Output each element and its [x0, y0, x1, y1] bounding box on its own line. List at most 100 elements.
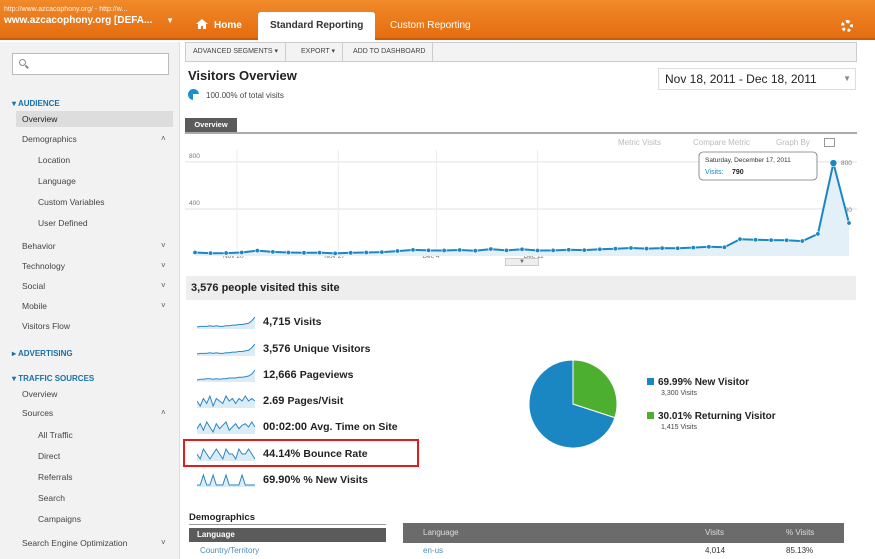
language-tab[interactable]: Language	[189, 528, 386, 542]
data-point[interactable]	[410, 247, 416, 253]
data-point[interactable]	[737, 236, 743, 242]
data-point[interactable]	[472, 248, 478, 254]
sidebar-item-demographics[interactable]: Demographics ˄	[22, 134, 166, 144]
data-point[interactable]	[675, 245, 681, 251]
sidebar-item-referrals[interactable]: Referrals	[38, 472, 72, 482]
data-point[interactable]	[597, 246, 603, 252]
chevron-down-icon[interactable]: ˅	[161, 241, 166, 250]
data-point[interactable]	[441, 247, 447, 253]
gear-icon[interactable]	[841, 20, 853, 32]
sidebar-item-mobile[interactable]: Mobile ˅	[22, 301, 166, 311]
data-point[interactable]	[332, 250, 338, 256]
data-point[interactable]	[799, 238, 805, 244]
data-point[interactable]	[628, 245, 634, 251]
col-visits[interactable]: Visits	[705, 528, 724, 537]
col-language[interactable]: Language	[423, 528, 459, 537]
data-point[interactable]	[690, 245, 696, 251]
sidebar-item-language[interactable]: Language	[38, 176, 76, 186]
tab-home[interactable]: Home	[184, 12, 254, 40]
data-point[interactable]	[394, 248, 400, 254]
add-to-dashboard-button[interactable]: ADD TO DASHBOARD	[346, 43, 434, 61]
data-point[interactable]	[753, 237, 759, 243]
pie-slice-returning-visitor[interactable]	[572, 359, 618, 419]
sidebar-item-social[interactable]: Social ˅	[22, 281, 166, 291]
data-point[interactable]	[301, 250, 307, 256]
chevron-up-icon[interactable]: ˄	[161, 134, 166, 143]
sidebar-item-search-engine-optimization[interactable]: Search Engine Optimization ˅	[22, 538, 166, 548]
data-point[interactable]	[829, 159, 838, 167]
sidebar-item-location[interactable]: Location	[38, 155, 70, 165]
data-point[interactable]	[503, 247, 509, 253]
data-point[interactable]	[270, 249, 276, 255]
metric-visits[interactable]: 4,715 Visits	[197, 313, 427, 333]
metric-bounce-rate[interactable]: 44.14% Bounce Rate	[197, 445, 427, 465]
account-selector[interactable]: http://www.azcacophony.org/ - http://w..…	[4, 6, 174, 36]
data-point[interactable]	[223, 250, 229, 256]
sidebar-item-traffic-sources[interactable]: ▾ TRAFFIC SOURCES	[12, 374, 94, 383]
data-point[interactable]	[519, 246, 525, 252]
data-point[interactable]	[644, 246, 650, 252]
sidebar-item-all-traffic[interactable]: All Traffic	[38, 430, 73, 440]
export-button[interactable]: EXPORT ▾	[294, 43, 343, 61]
data-point[interactable]	[566, 247, 572, 253]
sidebar-item-custom-variables[interactable]: Custom Variables	[38, 197, 104, 207]
col-percent-visits[interactable]: % Visits	[786, 528, 815, 537]
data-point[interactable]	[379, 249, 385, 255]
sidebar-item-overview[interactable]: Overview	[22, 389, 57, 399]
metric-unique-visitors[interactable]: 3,576 Unique Visitors	[197, 340, 427, 360]
sidebar-item-user-defined[interactable]: User Defined	[38, 218, 88, 228]
data-point[interactable]	[488, 246, 494, 252]
data-point[interactable]	[239, 249, 245, 255]
data-point[interactable]	[706, 244, 712, 250]
pie-slice-new-visitor[interactable]	[528, 359, 616, 449]
data-point[interactable]	[457, 247, 463, 253]
sidebar-item-sources[interactable]: Sources ˄	[22, 408, 166, 418]
sidebar-item-audience[interactable]: ▾ AUDIENCE	[12, 99, 60, 108]
metric--new-visits[interactable]: 69.90% % New Visits	[197, 471, 427, 491]
data-point[interactable]	[846, 220, 852, 226]
data-point[interactable]	[815, 231, 821, 237]
graph-by-control[interactable]: Graph By	[776, 138, 810, 147]
chevron-down-icon[interactable]: ˅	[161, 261, 166, 270]
chevron-down-icon[interactable]: ˅	[161, 538, 166, 547]
advanced-segments-button[interactable]: ADVANCED SEGMENTS ▾	[186, 43, 287, 61]
sidebar-item-overview[interactable]: Overview	[16, 111, 173, 127]
compare-metric-control[interactable]: Compare Metric	[693, 138, 750, 147]
data-point[interactable]	[721, 244, 727, 250]
chevron-down-icon[interactable]: ˅	[161, 301, 166, 310]
metric-avg-time-on-site[interactable]: 00:02:00 Avg. Time on Site	[197, 418, 427, 438]
sidebar-item-advertising[interactable]: ▸ ADVERTISING	[12, 349, 73, 358]
tab-custom-reporting[interactable]: Custom Reporting	[390, 20, 471, 31]
search-input[interactable]	[12, 53, 169, 75]
chart-expand-handle[interactable]: ▼	[505, 258, 539, 266]
data-point[interactable]	[348, 250, 354, 256]
sidebar-item-behavior[interactable]: Behavior ˅	[22, 241, 166, 251]
graph-type-icon[interactable]	[824, 138, 835, 147]
data-point[interactable]	[581, 247, 587, 253]
data-point[interactable]	[254, 248, 260, 254]
data-point[interactable]	[208, 250, 214, 256]
metric-pages-visit[interactable]: 2.69 Pages/Visit	[197, 392, 427, 412]
data-point[interactable]	[192, 249, 198, 255]
country-territory-link[interactable]: Country/Territory	[200, 546, 260, 555]
data-point[interactable]	[550, 247, 556, 253]
cell-language[interactable]: en-us	[423, 546, 444, 555]
data-point[interactable]	[285, 249, 291, 255]
data-point[interactable]	[426, 247, 432, 253]
data-point[interactable]	[784, 237, 790, 243]
data-point[interactable]	[768, 237, 774, 243]
sidebar-item-technology[interactable]: Technology ˅	[22, 261, 166, 271]
metric-pageviews[interactable]: 12,666 Pageviews	[197, 366, 427, 386]
date-range-selector[interactable]: Nov 18, 2011 - Dec 18, 2011 ▼	[658, 68, 856, 90]
metric-visits-control[interactable]: Metric Visits	[618, 138, 661, 147]
chevron-up-icon[interactable]: ˄	[161, 408, 166, 417]
data-point[interactable]	[317, 250, 323, 256]
tab-overview[interactable]: Overview	[185, 118, 237, 132]
data-point[interactable]	[612, 246, 618, 252]
data-point[interactable]	[535, 247, 541, 253]
sidebar-item-visitors-flow[interactable]: Visitors Flow	[22, 321, 70, 331]
data-point[interactable]	[659, 245, 665, 251]
sidebar-item-campaigns[interactable]: Campaigns	[38, 514, 81, 524]
tab-standard-reporting[interactable]: Standard Reporting	[258, 12, 376, 40]
data-point[interactable]	[363, 249, 369, 255]
